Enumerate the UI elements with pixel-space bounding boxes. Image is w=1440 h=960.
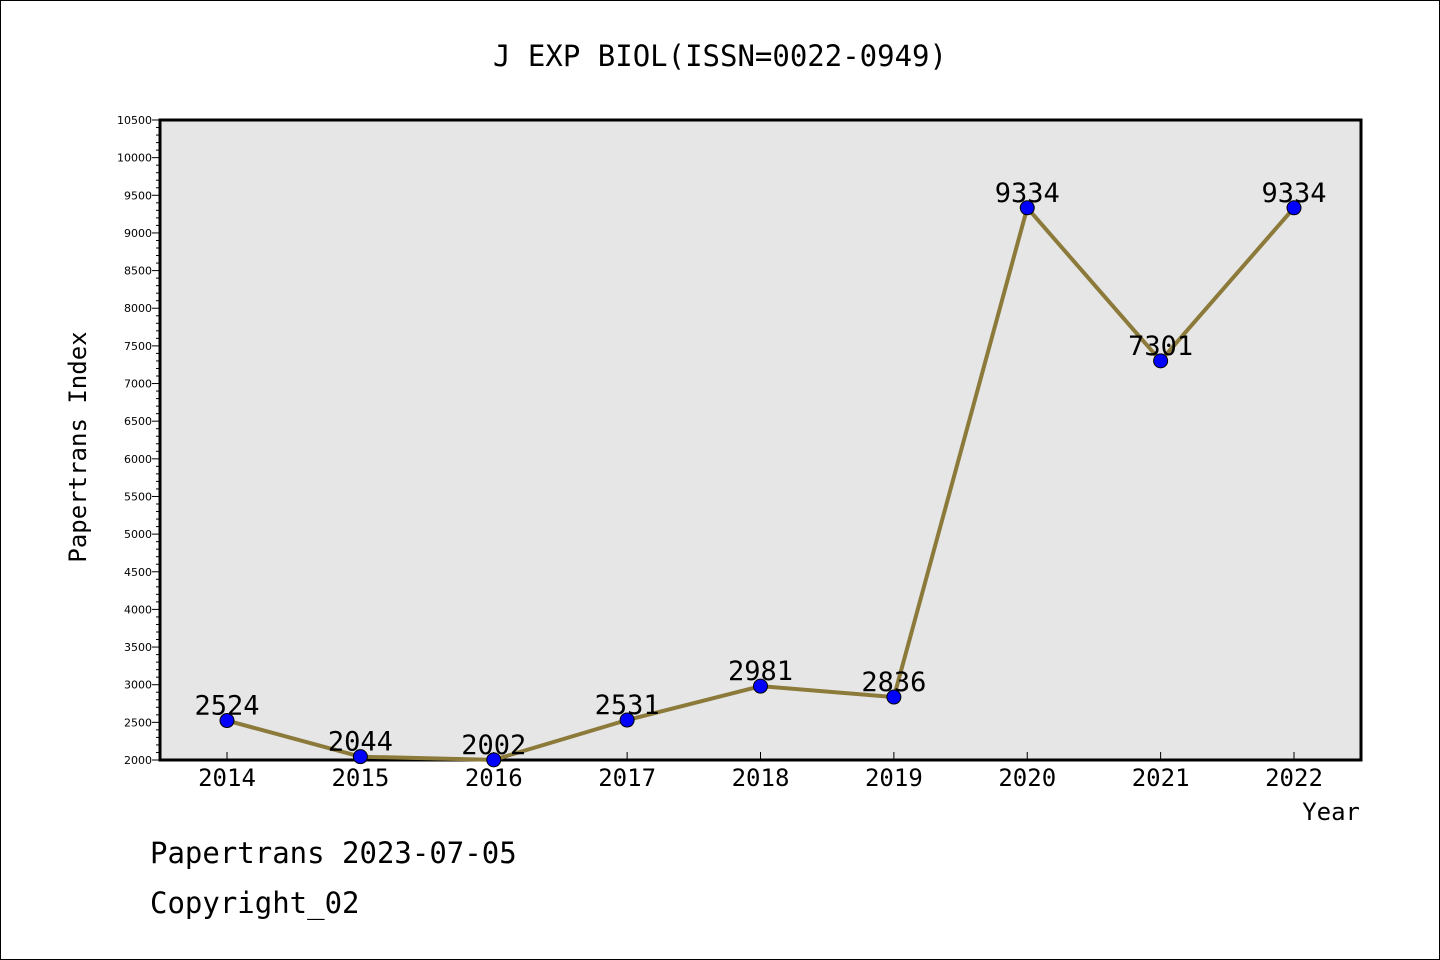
data-point xyxy=(886,689,902,705)
data-point xyxy=(219,713,235,729)
data-point xyxy=(1019,200,1035,216)
y-tick-label: 5000 xyxy=(124,528,152,541)
y-tick-label: 9000 xyxy=(124,227,152,240)
data-label: 2836 xyxy=(861,667,926,698)
x-tick-label: 2016 xyxy=(465,764,523,792)
series-layer: 2524 2044 2002 2531 2981 2836 9334 7301 9334 xyxy=(194,178,1327,768)
data-point xyxy=(352,749,368,765)
data-label: 2044 xyxy=(328,727,393,758)
data-label: 7301 xyxy=(1128,331,1193,362)
y-tick-label: 7500 xyxy=(124,340,152,353)
data-point xyxy=(486,752,502,768)
x-tick-label: 2020 xyxy=(998,764,1056,792)
y-axis-label: Papertrans Index xyxy=(64,331,92,562)
data-point xyxy=(753,678,768,694)
x-tick-label: 2015 xyxy=(331,764,389,792)
y-tick-label: 2500 xyxy=(124,716,152,729)
y-tick-label: 9500 xyxy=(124,189,152,202)
footer-copyright: Copyright_02 xyxy=(150,886,360,920)
x-tick-label: 2018 xyxy=(732,764,790,792)
x-tick-label: 2022 xyxy=(1265,764,1323,792)
y-tick-label: 5500 xyxy=(124,490,152,503)
y-tick-label: 3000 xyxy=(124,679,152,692)
data-label: 2002 xyxy=(461,730,526,761)
data-label: 9334 xyxy=(995,178,1060,209)
data-label: 9334 xyxy=(1261,178,1326,209)
y-tick-label: 6000 xyxy=(124,453,152,466)
data-point xyxy=(1286,200,1302,216)
y-tick-label: 8000 xyxy=(124,302,152,315)
y-tick-label: 7000 xyxy=(124,378,152,391)
x-tick-label: 2021 xyxy=(1132,764,1190,792)
plot-area xyxy=(158,118,1363,762)
chart-title: J EXP BIOL(ISSN=0022-0949) xyxy=(493,39,947,73)
data-label: 2981 xyxy=(728,656,793,687)
x-axis-label: Year xyxy=(1302,798,1360,826)
y-tick-label: 3500 xyxy=(124,641,152,654)
footer-date: Papertrans 2023-07-05 xyxy=(150,836,517,870)
data-point xyxy=(619,712,635,728)
x-tick-label: 2014 xyxy=(198,764,256,792)
y-tick-label: 10000 xyxy=(117,152,152,165)
data-label: 2524 xyxy=(194,691,259,722)
y-tick-label: 8500 xyxy=(124,265,152,278)
data-label: 2531 xyxy=(595,690,660,721)
y-tick-label: 4000 xyxy=(124,603,152,616)
x-axis: 2014 2015 2016 2017 2018 2019 2020 2021 2022 xyxy=(198,752,1323,792)
y-tick-label: 10500 xyxy=(117,114,152,127)
y-axis: 2000 2500 3000 3500 4000 4500 5000 5500 6000 6500… xyxy=(117,114,160,767)
y-tick-label: 2000 xyxy=(124,754,152,767)
y-tick-label: 4500 xyxy=(124,566,152,579)
x-tick-label: 2019 xyxy=(865,764,923,792)
x-tick-label: 2017 xyxy=(598,764,656,792)
y-tick-label: 6500 xyxy=(124,415,152,428)
data-point xyxy=(1153,353,1169,369)
